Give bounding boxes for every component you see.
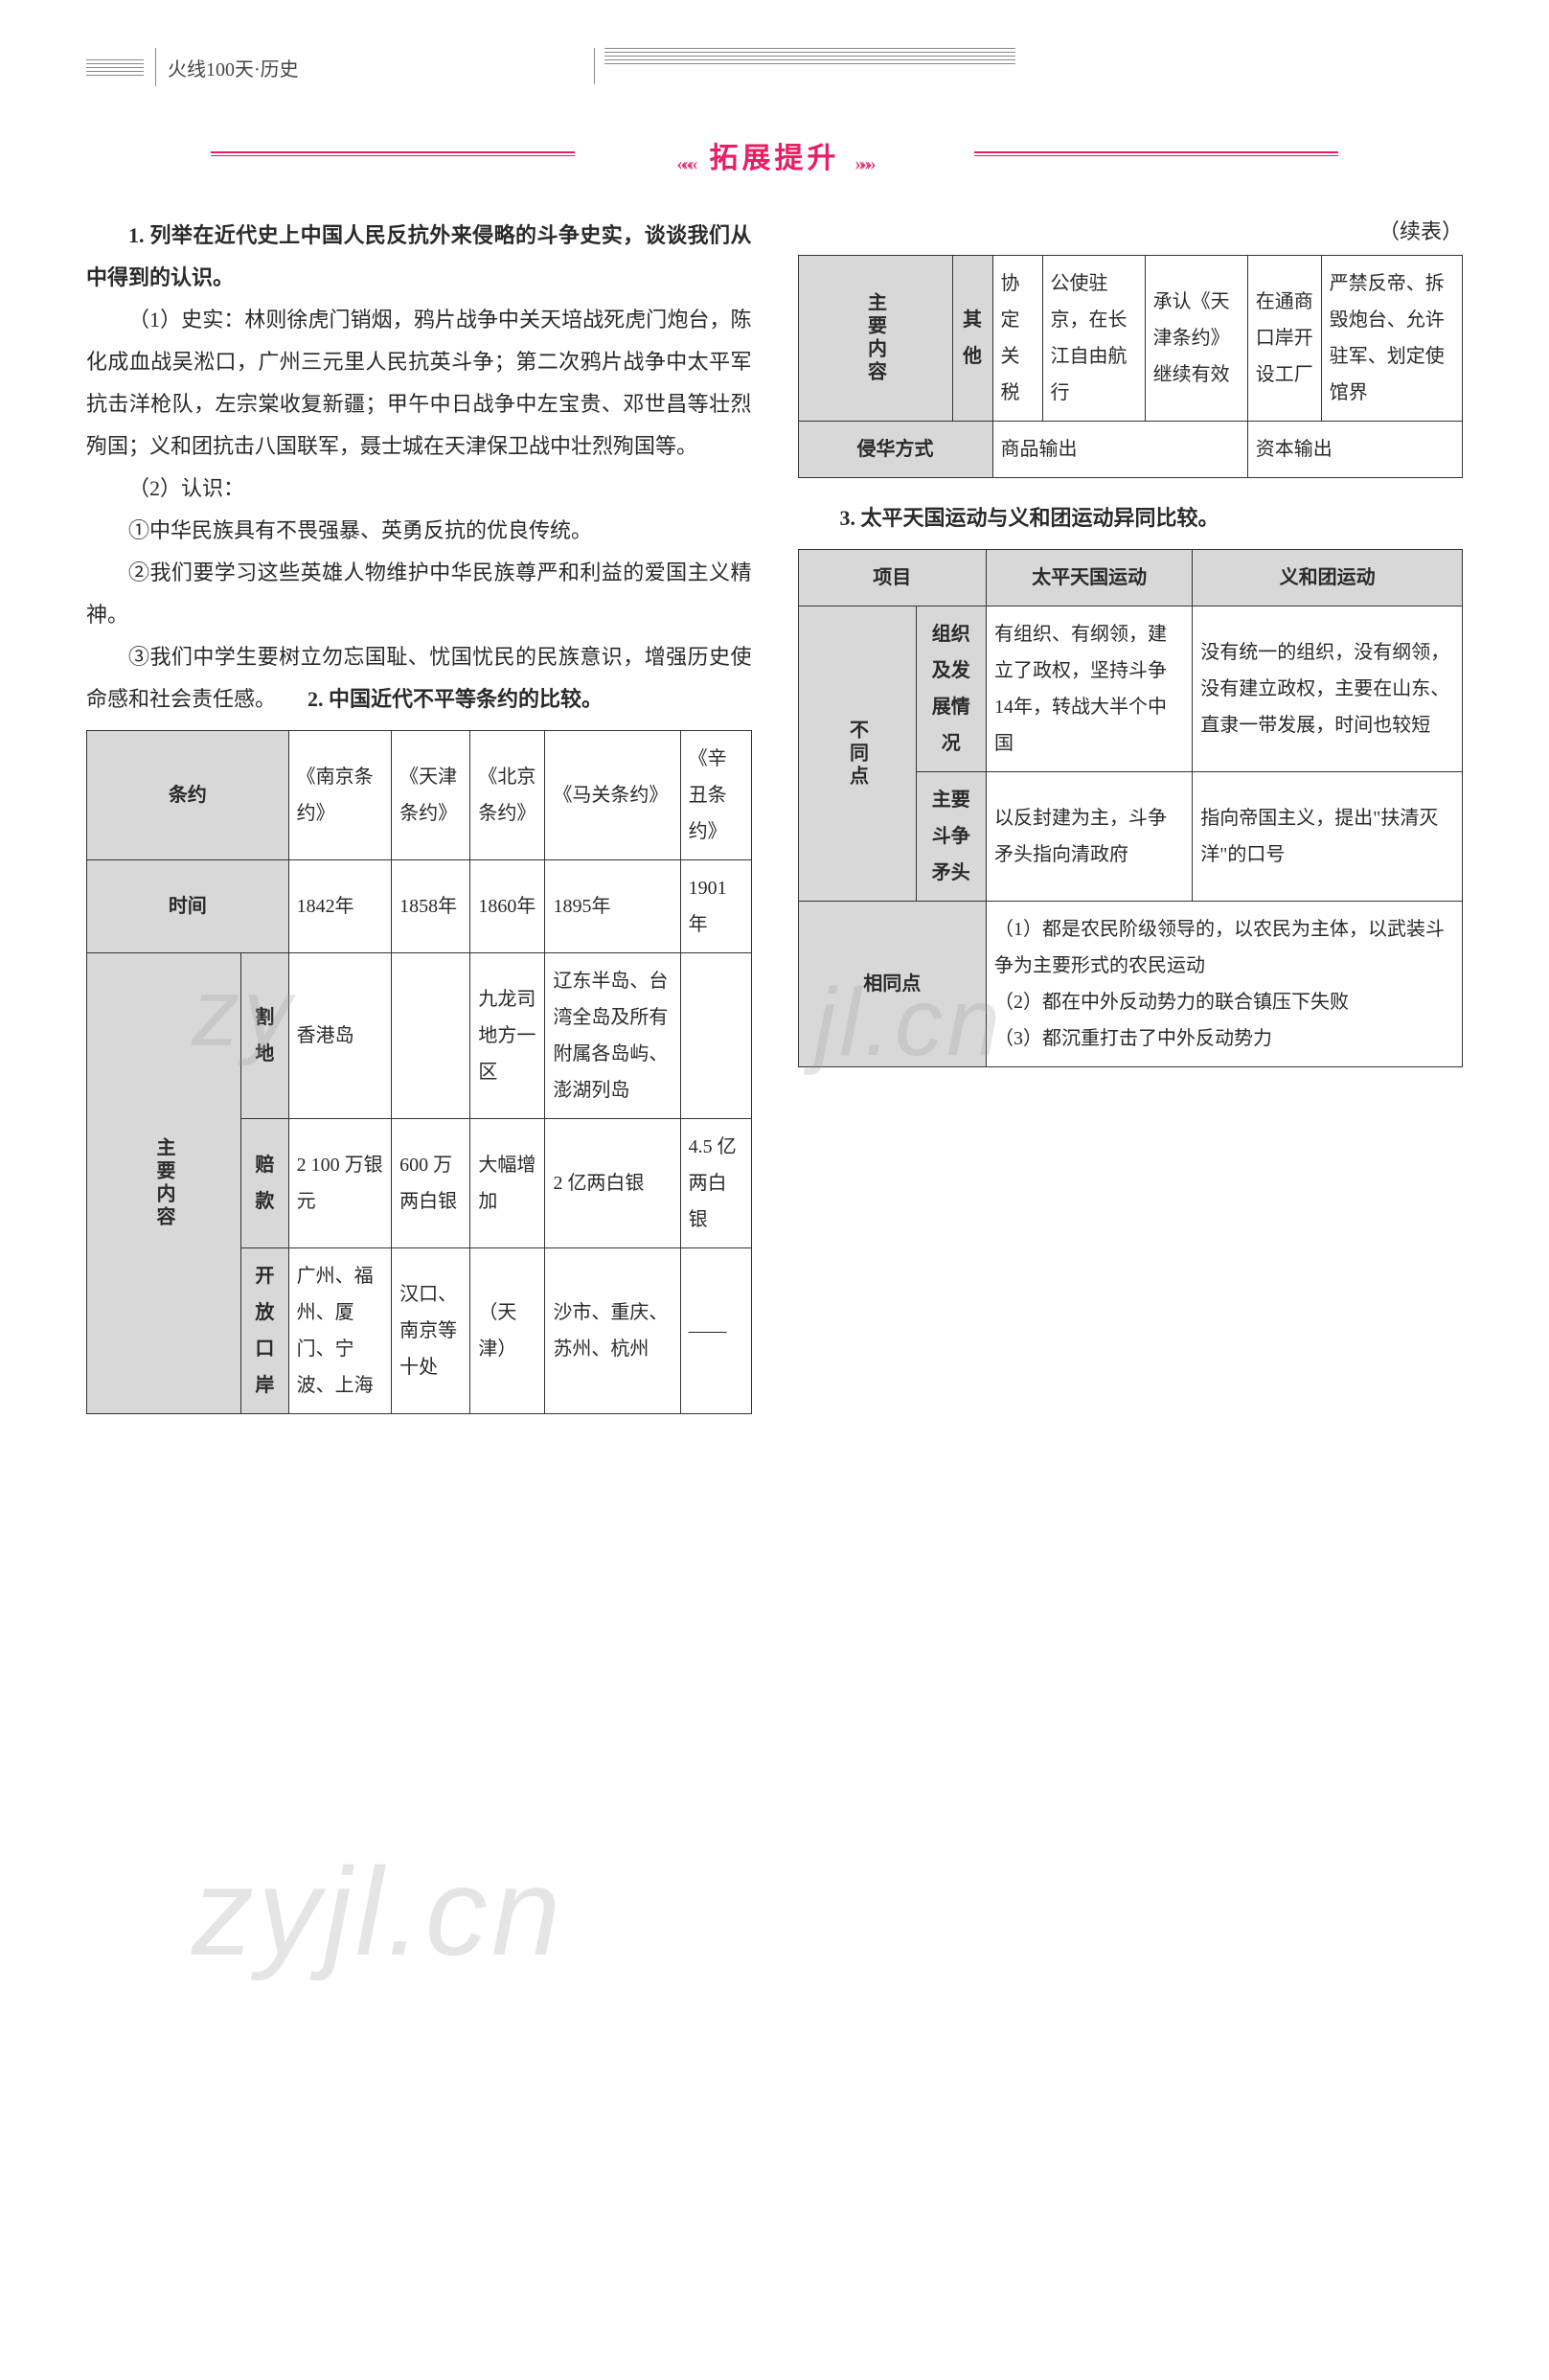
th-same: 相同点 [798,902,987,1067]
book-title: 火线100天·历史 [168,54,299,81]
header-rule-lines-mid [594,48,1015,84]
td-other-5: 严禁反帝、拆毁炮台、允许驻军、划定使馆界 [1321,256,1462,422]
td-time-2: 1858年 [392,860,470,953]
td-org-1: 有组织、有纲领，建立了政权，坚持斗争14年，转战大半个中国 [987,606,1193,772]
content-columns: 1. 列举在近代史上中国人民反抗外来侵略的斗争史实，谈谈我们从中得到的认识。 （… [86,215,1463,1414]
q1-title: 1. 列举在近代史上中国人民反抗外来侵略的斗争史实，谈谈我们从中得到的认识。 [86,215,752,299]
th-port: 开放口岸 [241,1248,289,1414]
th-t5: 《辛丑条约》 [680,731,751,860]
q1-p1: （1）史实：林则徐虎门销烟，鸦片战争中关天培战死虎门炮台，陈化成血战吴淞口，广州… [86,299,752,468]
section-title-row: ««« 拓展提升 »»» [86,134,1463,176]
q1-p3: ①中华民族具有不畏强暴、英勇反抗的优良传统。 [86,510,752,552]
th-t4: 《马关条约》 [545,731,680,860]
td-aim-2: 指向帝国主义，提出"扶清灭洋"的口号 [1193,772,1463,902]
td-same: （1）都是农民阶级领导的，以农民为主体，以武装斗争为主要形式的农民运动 （2）都… [987,902,1463,1067]
th-land: 割地 [241,953,289,1119]
th-org: 组织及发展情况 [916,606,987,772]
th-aim: 主要斗争矛头 [916,772,987,902]
td-aim-1: 以反封建为主，斗争矛头指向清政府 [987,772,1193,902]
td-money-4: 2 亿两白银 [545,1119,680,1248]
td-port-4: 沙市、重庆、苏州、杭州 [545,1248,680,1414]
td-land-3: 九龙司地方一区 [470,953,545,1119]
td-money-3: 大幅增加 [470,1119,545,1248]
watermark-3: zyjl.cn [192,1840,564,1983]
td-money-2: 600 万两白银 [392,1119,470,1248]
td-mode-2: 资本输出 [1247,422,1462,478]
left-column: 1. 列举在近代史上中国人民反抗外来侵略的斗争史实，谈谈我们从中得到的认识。 （… [86,215,752,1414]
td-port-1: 广州、福州、厦门、宁波、上海 [288,1248,392,1414]
treaties-table: 条约 《南京条约》 《天津条约》 《北京条约》 《马关条约》 《辛丑条约》 时间… [86,730,752,1414]
th-mode: 侵华方式 [798,422,992,478]
td-money-1: 2 100 万银元 [288,1119,392,1248]
th-diff: 不同点 [798,606,916,902]
q1-p4: ②我们要学习这些英雄人物维护中华民族尊严和利益的爱国主义精神。 [86,552,752,636]
td-other-2: 公使驻京，在长江自由航行 [1042,256,1145,422]
header-divider [155,48,156,86]
td-time-3: 1860年 [470,860,545,953]
comparison-table: 项目 太平天国运动 义和团运动 不同点 组织及发展情况 有组织、有纲领，建立了政… [798,549,1464,1067]
td-other-3: 承认《天津条约》继续有效 [1145,256,1247,422]
td-land-4: 辽东半岛、台湾全岛及所有附属各岛屿、澎湖列岛 [545,953,680,1119]
td-port-5: —— [680,1248,751,1414]
th-item: 项目 [798,550,987,606]
title-rule-left [211,151,575,156]
th-money: 赔款 [241,1119,289,1248]
th-main-content: 主要内容 [87,953,241,1414]
td-time-5: 1901年 [680,860,751,953]
th-time: 时间 [87,860,289,953]
td-land-2 [392,953,470,1119]
title-rule-right [974,151,1338,156]
q1-p2: （2）认识： [86,468,752,510]
td-port-3: （天津） [470,1248,545,1414]
td-money-5: 4.5 亿两白银 [680,1119,751,1248]
th-taiping: 太平天国运动 [987,550,1193,606]
th-yihetuan: 义和团运动 [1193,550,1463,606]
continued-label: （续表） [798,215,1464,245]
th-treaty: 条约 [87,731,289,860]
chevron-left-icon: ««« [677,153,695,174]
td-time-1: 1842年 [288,860,392,953]
chevron-right-icon: »»» [855,153,873,174]
td-other-4: 在通商口岸开设工厂 [1247,256,1321,422]
th-t3: 《北京条约》 [470,731,545,860]
th-other: 其他 [952,256,992,422]
td-time-4: 1895年 [545,860,680,953]
section-title: 拓展提升 [710,134,840,176]
th-main-content-2: 主要内容 [798,256,952,422]
treaties-table-continued: 主要内容 其他 协定关税 公使驻京，在长江自由航行 承认《天津条约》继续有效 在… [798,255,1464,478]
td-port-2: 汉口、南京等十处 [392,1248,470,1414]
td-land-5 [680,953,751,1119]
td-other-1: 协定关税 [992,256,1042,422]
right-column: （续表） 主要内容 其他 协定关税 公使驻京，在长江自由航行 承认《天津条约》继… [798,215,1464,1414]
th-t1: 《南京条约》 [288,731,392,860]
th-t2: 《天津条约》 [392,731,470,860]
q3-title: 3. 太平天国运动与义和团运动异同比较。 [798,497,1464,539]
header-rule-lines-left [86,59,144,76]
td-land-1: 香港岛 [288,953,392,1119]
td-org-2: 没有统一的组织，没有纲领，没有建立政权，主要在山东、直隶一带发展，时间也较短 [1193,606,1463,772]
q1-p5-and-q2: ③我们中学生要树立勿忘国耻、忧国忧民的民族意识，增强历史使命感和社会责任感。 2… [86,636,752,721]
td-mode-1: 商品输出 [992,422,1247,478]
